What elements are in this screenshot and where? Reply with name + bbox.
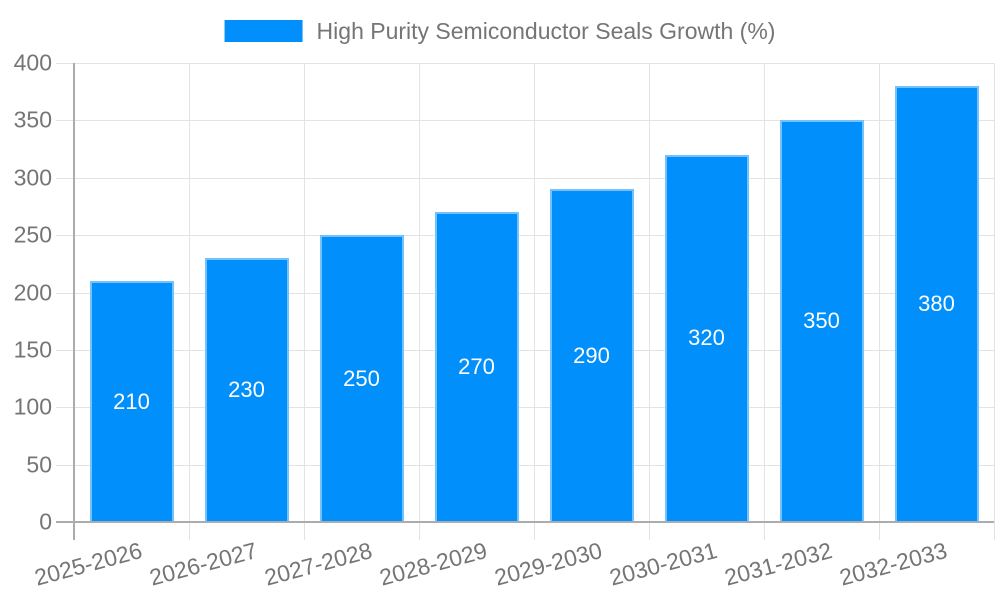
- bar-value-label: 210: [113, 388, 150, 414]
- bar[interactable]: [549, 189, 634, 522]
- y-tick-label: 200: [13, 279, 52, 305]
- gridline-h: [56, 349, 994, 351]
- bar-value-label: 270: [458, 354, 495, 380]
- gridline-v: [419, 63, 420, 540]
- x-tick-label: 2032-2033: [836, 537, 950, 591]
- gridline-h: [56, 177, 994, 179]
- legend-label: High Purity Semiconductor Seals Growth (…: [316, 18, 776, 44]
- y-tick-label: 250: [13, 221, 52, 248]
- gridline-v: [764, 63, 765, 540]
- gridline-h: [56, 120, 994, 122]
- bar-value-label: 380: [918, 290, 955, 316]
- y-tick-label: 0: [39, 508, 52, 535]
- x-tick-label: 2029-2030: [491, 537, 605, 591]
- bar[interactable]: [319, 235, 404, 522]
- y-tick-label: 300: [13, 164, 52, 191]
- x-tick-label: 2027-2028: [261, 537, 375, 591]
- x-tick-label: 2031-2032: [721, 537, 835, 591]
- gridline-h: [56, 63, 994, 64]
- x-tick-label: 2025-2026: [31, 537, 145, 591]
- y-tick-label: 400: [13, 49, 52, 76]
- x-tick-label: 2028-2029: [376, 537, 490, 591]
- gridline-h: [56, 407, 994, 409]
- bar-value-label: 230: [228, 377, 265, 403]
- bar[interactable]: [779, 120, 864, 522]
- gridline-h: [56, 235, 994, 237]
- x-axis-line: [56, 521, 994, 523]
- bar[interactable]: [894, 85, 979, 522]
- y-tick-label: 350: [13, 106, 52, 133]
- gridline-h: [56, 292, 994, 294]
- bar[interactable]: [204, 258, 289, 522]
- bar-value-label: 290: [573, 342, 610, 368]
- x-tick-label: 2026-2027: [146, 537, 260, 591]
- gridline-v: [189, 63, 190, 540]
- bar[interactable]: [664, 154, 749, 522]
- y-tick-label: 100: [13, 393, 52, 420]
- gridline-v: [304, 63, 305, 540]
- gridline-h: [56, 464, 994, 466]
- gridline-v: [649, 63, 650, 540]
- gridline-v: [994, 63, 995, 540]
- bar-value-label: 320: [688, 325, 725, 351]
- legend[interactable]: High Purity Semiconductor Seals Growth (…: [224, 17, 776, 45]
- x-tick-label: 2030-2031: [606, 537, 720, 591]
- bar[interactable]: [89, 281, 174, 522]
- y-axis-line: [73, 63, 75, 540]
- gridline-v: [534, 63, 535, 540]
- gridline-v: [879, 63, 880, 540]
- bar[interactable]: [434, 212, 519, 522]
- y-tick-label: 150: [13, 336, 52, 363]
- y-tick-label: 50: [26, 451, 52, 478]
- bar-value-label: 250: [343, 365, 380, 391]
- legend-swatch-icon: [224, 20, 303, 42]
- bar-value-label: 350: [803, 308, 840, 334]
